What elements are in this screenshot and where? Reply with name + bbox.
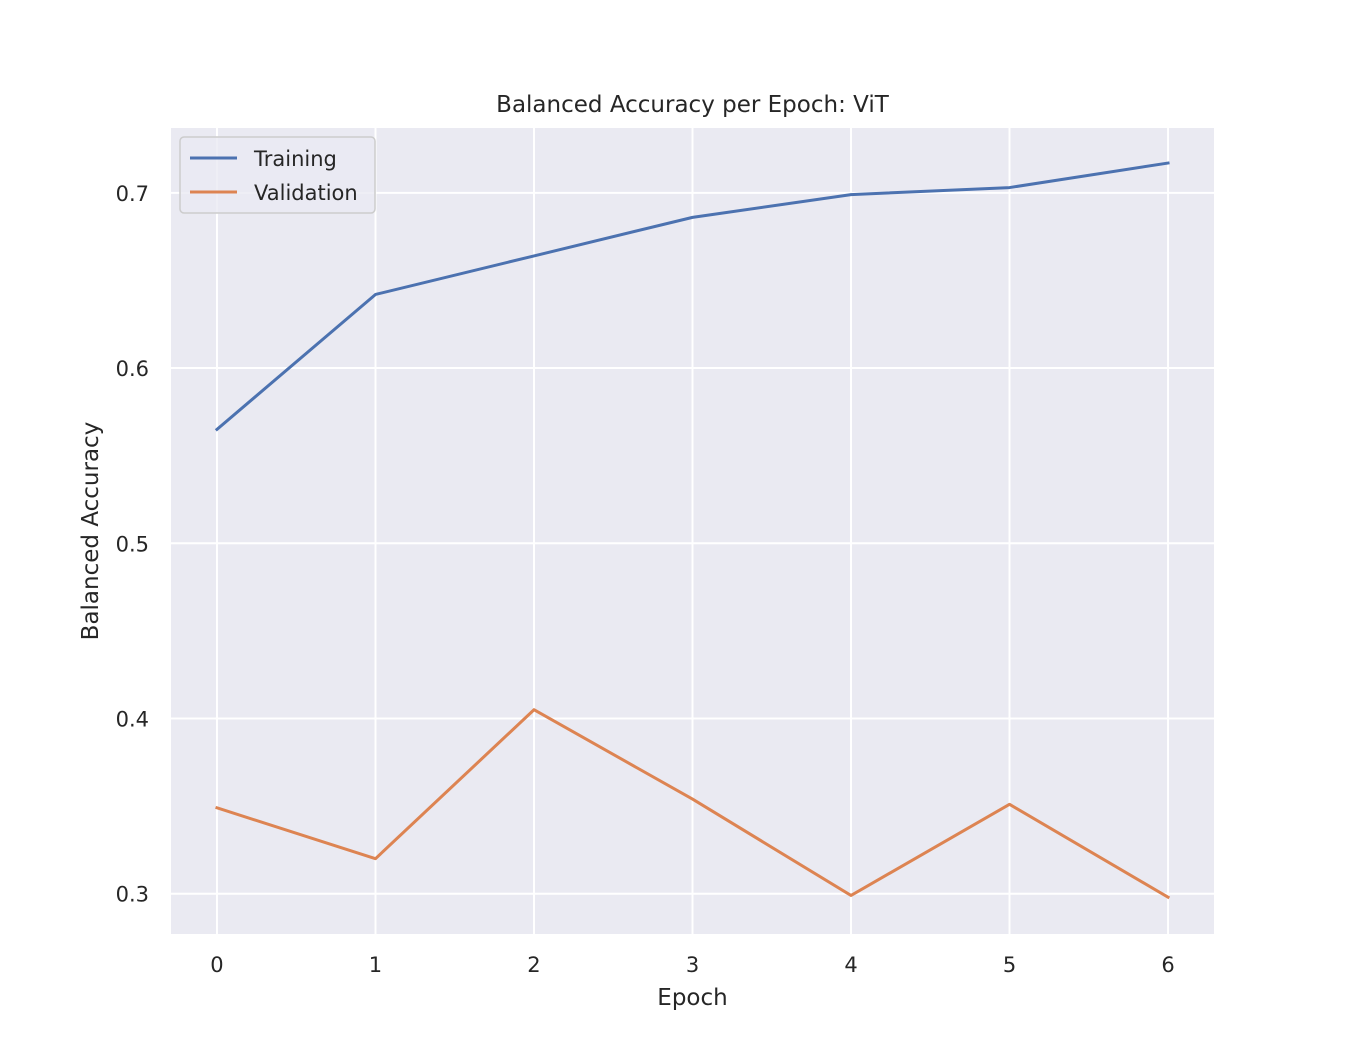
y-tick-label: 0.3 — [116, 883, 149, 907]
x-axis-ticks: 0 1 2 3 4 5 6 — [210, 953, 1174, 977]
x-tick-label: 1 — [369, 953, 382, 977]
x-tick-label: 0 — [210, 953, 223, 977]
x-tick-label: 6 — [1161, 953, 1174, 977]
legend-label-training: Training — [253, 147, 337, 171]
y-tick-label: 0.7 — [116, 182, 149, 206]
x-tick-label: 4 — [844, 953, 857, 977]
x-tick-label: 2 — [527, 953, 540, 977]
series-line-training — [214, 161, 1170, 432]
chart-title: Balanced Accuracy per Epoch: ViT — [496, 92, 890, 118]
legend: Training Validation — [179, 136, 376, 214]
series-lines — [214, 161, 1171, 900]
x-tick-label: 5 — [1003, 953, 1016, 977]
gridlines — [171, 128, 1214, 934]
legend-box — [179, 136, 376, 214]
x-tick-label: 3 — [686, 953, 699, 977]
series-line-validation — [215, 708, 1171, 900]
y-tick-label: 0.6 — [116, 357, 149, 381]
legend-label-validation: Validation — [254, 181, 358, 205]
y-axis-ticks: 0.3 0.4 0.5 0.6 0.7 — [116, 182, 149, 907]
y-tick-label: 0.4 — [116, 707, 149, 731]
y-axis-label: Balanced Accuracy — [78, 422, 104, 641]
x-axis-label: Epoch — [657, 985, 727, 1011]
y-tick-label: 0.5 — [116, 532, 149, 556]
